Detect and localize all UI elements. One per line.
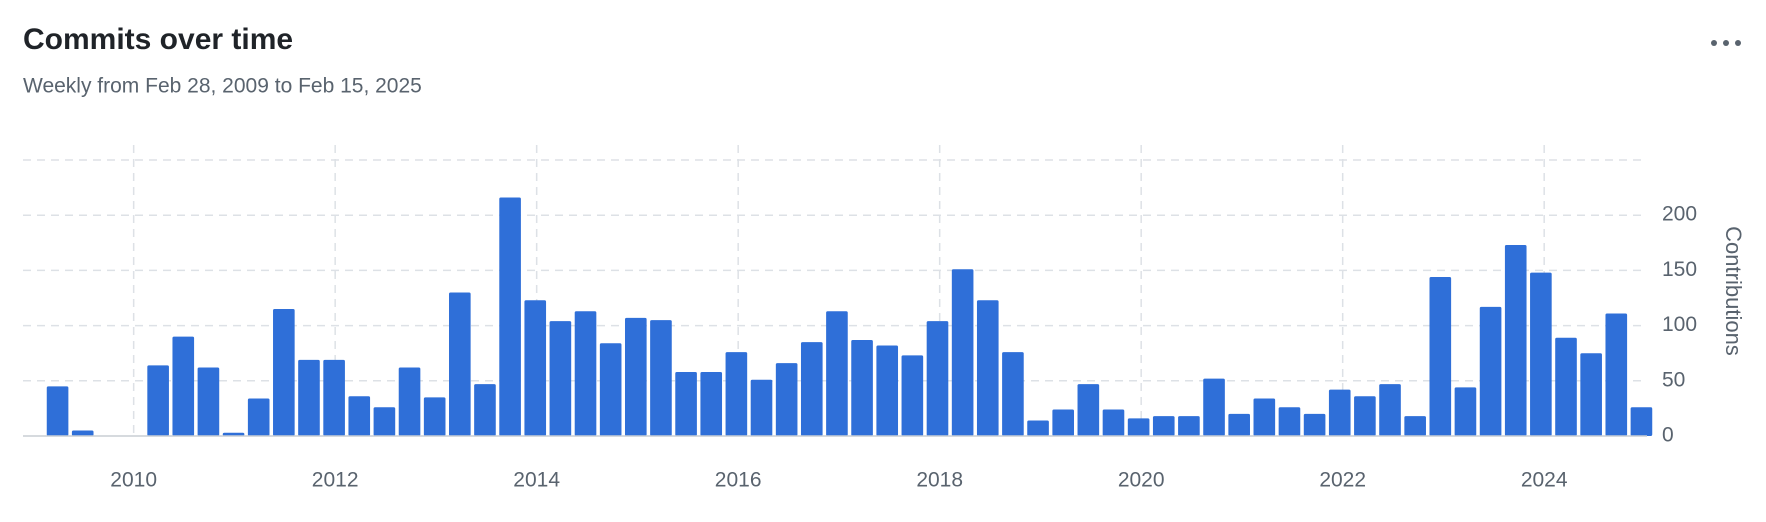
x-tick-label: 2020	[1118, 469, 1165, 492]
bar	[851, 339, 873, 436]
bar	[1127, 418, 1150, 436]
bar	[1454, 387, 1477, 436]
bar	[1479, 306, 1502, 436]
bar	[826, 311, 848, 436]
bar	[901, 355, 924, 436]
chart-title: Commits over time	[23, 23, 293, 56]
bar	[1077, 384, 1100, 436]
x-tick-label: 2024	[1521, 469, 1568, 492]
bar	[926, 321, 949, 436]
menu-dot[interactable]	[1735, 40, 1741, 46]
bar	[348, 396, 371, 436]
bar	[273, 309, 295, 436]
bar	[675, 371, 697, 436]
y-tick-label: 0	[1662, 424, 1674, 447]
x-tick-label: 2012	[312, 469, 359, 492]
bar	[398, 367, 421, 436]
bar	[323, 359, 345, 436]
y-tick-label: 50	[1662, 368, 1685, 391]
bar	[951, 269, 974, 436]
bar	[46, 386, 69, 436]
bar	[549, 321, 572, 436]
bar	[1429, 277, 1452, 436]
x-tick-label: 2022	[1319, 469, 1366, 492]
more-menu[interactable]	[1711, 40, 1741, 46]
y-tick-label: 200	[1662, 203, 1697, 226]
bar	[1530, 272, 1552, 436]
bar	[499, 197, 521, 436]
bar	[725, 352, 748, 436]
y-tick-label: 150	[1662, 258, 1697, 281]
bar	[599, 343, 622, 436]
bar	[1630, 407, 1653, 436]
bar	[1379, 384, 1401, 436]
bar	[700, 371, 723, 436]
menu-dot[interactable]	[1711, 40, 1717, 46]
bar	[147, 365, 169, 436]
menu-dot[interactable]	[1723, 40, 1729, 46]
chart-subtitle: Weekly from Feb 28, 2009 to Feb 15, 2025	[23, 75, 422, 98]
bar	[71, 430, 94, 436]
bar	[750, 379, 773, 436]
x-tick-label: 2014	[513, 469, 560, 492]
bar	[298, 359, 320, 436]
bar	[876, 345, 899, 436]
bar	[1052, 409, 1075, 436]
bar	[1228, 413, 1250, 436]
bar	[1580, 353, 1602, 436]
x-tick-label: 2016	[715, 469, 762, 492]
y-axis-label: Contributions	[1721, 226, 1746, 356]
bar	[1152, 416, 1175, 436]
bar	[1555, 337, 1577, 436]
bar	[1002, 352, 1024, 436]
bar	[976, 300, 999, 436]
bar	[1404, 416, 1426, 436]
bar	[222, 432, 245, 436]
bar	[423, 397, 446, 436]
bar	[1203, 378, 1225, 436]
bar	[449, 292, 471, 436]
bar	[1303, 413, 1326, 436]
x-tick-label: 2010	[110, 469, 157, 492]
bar	[800, 342, 823, 436]
bar	[197, 367, 220, 436]
bar	[373, 407, 396, 436]
bar	[524, 300, 547, 436]
bar	[1354, 396, 1376, 436]
bar	[1605, 313, 1628, 436]
bar	[474, 384, 496, 436]
bar	[1328, 389, 1351, 436]
bar	[1278, 407, 1301, 436]
bar	[1253, 398, 1276, 436]
x-tick-label: 2018	[916, 469, 963, 492]
bar	[1027, 420, 1049, 436]
bar	[1178, 416, 1200, 436]
bar	[650, 320, 672, 436]
bar	[247, 398, 270, 436]
y-tick-label: 100	[1662, 313, 1697, 336]
bar	[1102, 409, 1125, 436]
bar	[574, 311, 597, 436]
bar	[775, 363, 798, 436]
bar	[172, 336, 195, 436]
bar	[624, 317, 647, 436]
bar	[1504, 245, 1527, 436]
